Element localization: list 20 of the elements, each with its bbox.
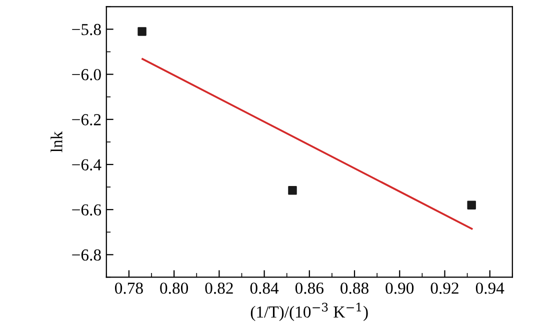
x-tick-label: 0.88: [340, 282, 368, 294]
x-tick-label: 0.84: [250, 282, 279, 294]
y-tick-label: −6.8: [72, 249, 101, 261]
y-tick-label: −6.2: [72, 114, 101, 126]
x-tick-label: 0.92: [430, 282, 458, 294]
x-tick-label: 0.90: [386, 282, 414, 294]
y-tick-label: −6.6: [72, 204, 102, 216]
point: [467, 200, 476, 210]
x-tick-label: 0.86: [295, 282, 324, 294]
y-tick-label: −5.8: [72, 24, 101, 36]
point: [288, 186, 297, 195]
x-tick-label: 0.94: [476, 282, 504, 294]
point: [138, 27, 146, 36]
y-axis-title: lnk: [50, 131, 62, 152]
x-tick-label: 0.78: [115, 282, 143, 294]
y-tick-label: −6.4: [72, 159, 102, 171]
x-tick-label: 0.82: [205, 282, 233, 294]
x-axis-title: (1/T)/(10$^{−3}$ K$^{−1}$): [250, 302, 368, 322]
y-tick-label: −6.0: [72, 69, 101, 80]
x-tick-label: 0.80: [160, 282, 188, 294]
